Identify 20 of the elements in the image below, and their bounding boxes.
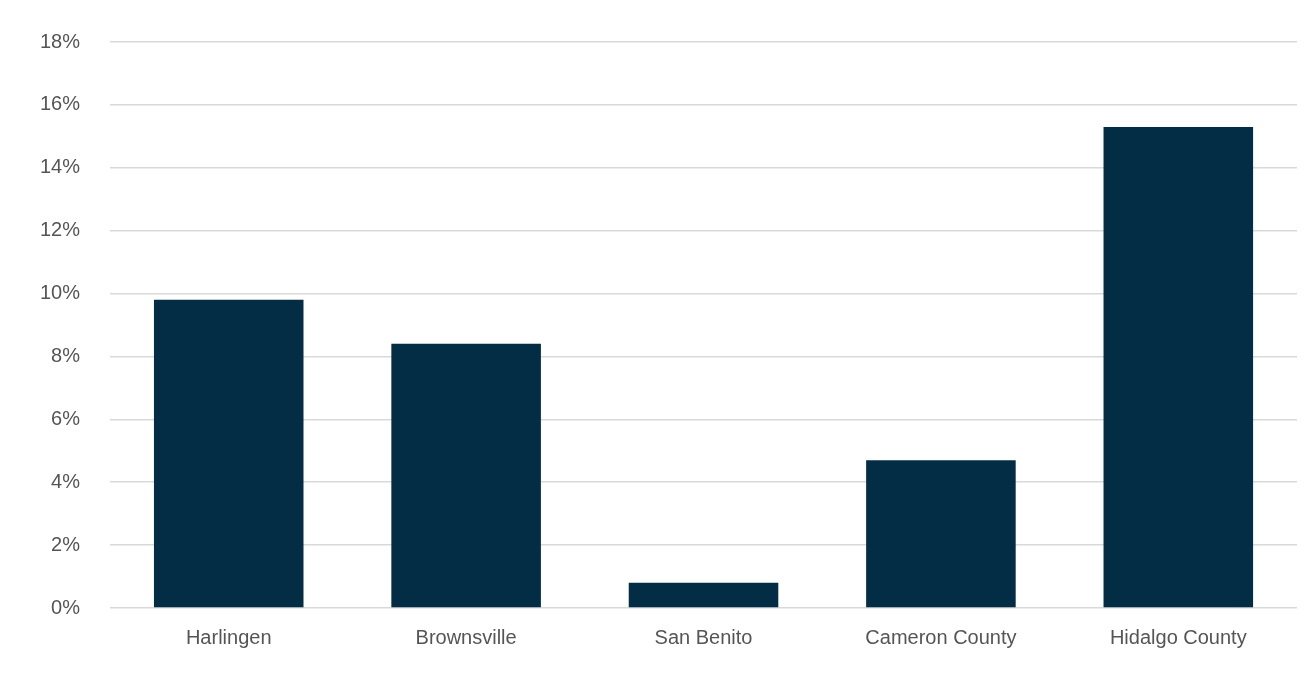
y-tick-label: 0% bbox=[51, 595, 81, 618]
bar bbox=[391, 343, 541, 608]
bar bbox=[628, 582, 779, 608]
x-tick-label: Cameron County bbox=[865, 625, 1017, 648]
x-tick-label: San Benito bbox=[654, 625, 753, 648]
y-tick-label: 12% bbox=[40, 218, 81, 241]
y-tick-label: 14% bbox=[40, 155, 81, 178]
x-tick-label: Hidalgo County bbox=[1109, 625, 1247, 648]
y-tick-label: 6% bbox=[51, 406, 81, 429]
y-tick-label: 8% bbox=[51, 343, 81, 366]
y-tick-label: 10% bbox=[40, 281, 81, 304]
bar bbox=[1103, 126, 1254, 608]
x-tick-label: Harlingen bbox=[185, 625, 272, 648]
y-tick-label: 4% bbox=[51, 469, 81, 492]
bar bbox=[153, 299, 304, 608]
bar bbox=[866, 460, 1016, 608]
y-tick-label: 18% bbox=[40, 29, 81, 52]
y-tick-label: 2% bbox=[51, 532, 81, 555]
x-tick-label: Brownsville bbox=[415, 625, 517, 648]
y-tick-label: 16% bbox=[40, 92, 81, 115]
